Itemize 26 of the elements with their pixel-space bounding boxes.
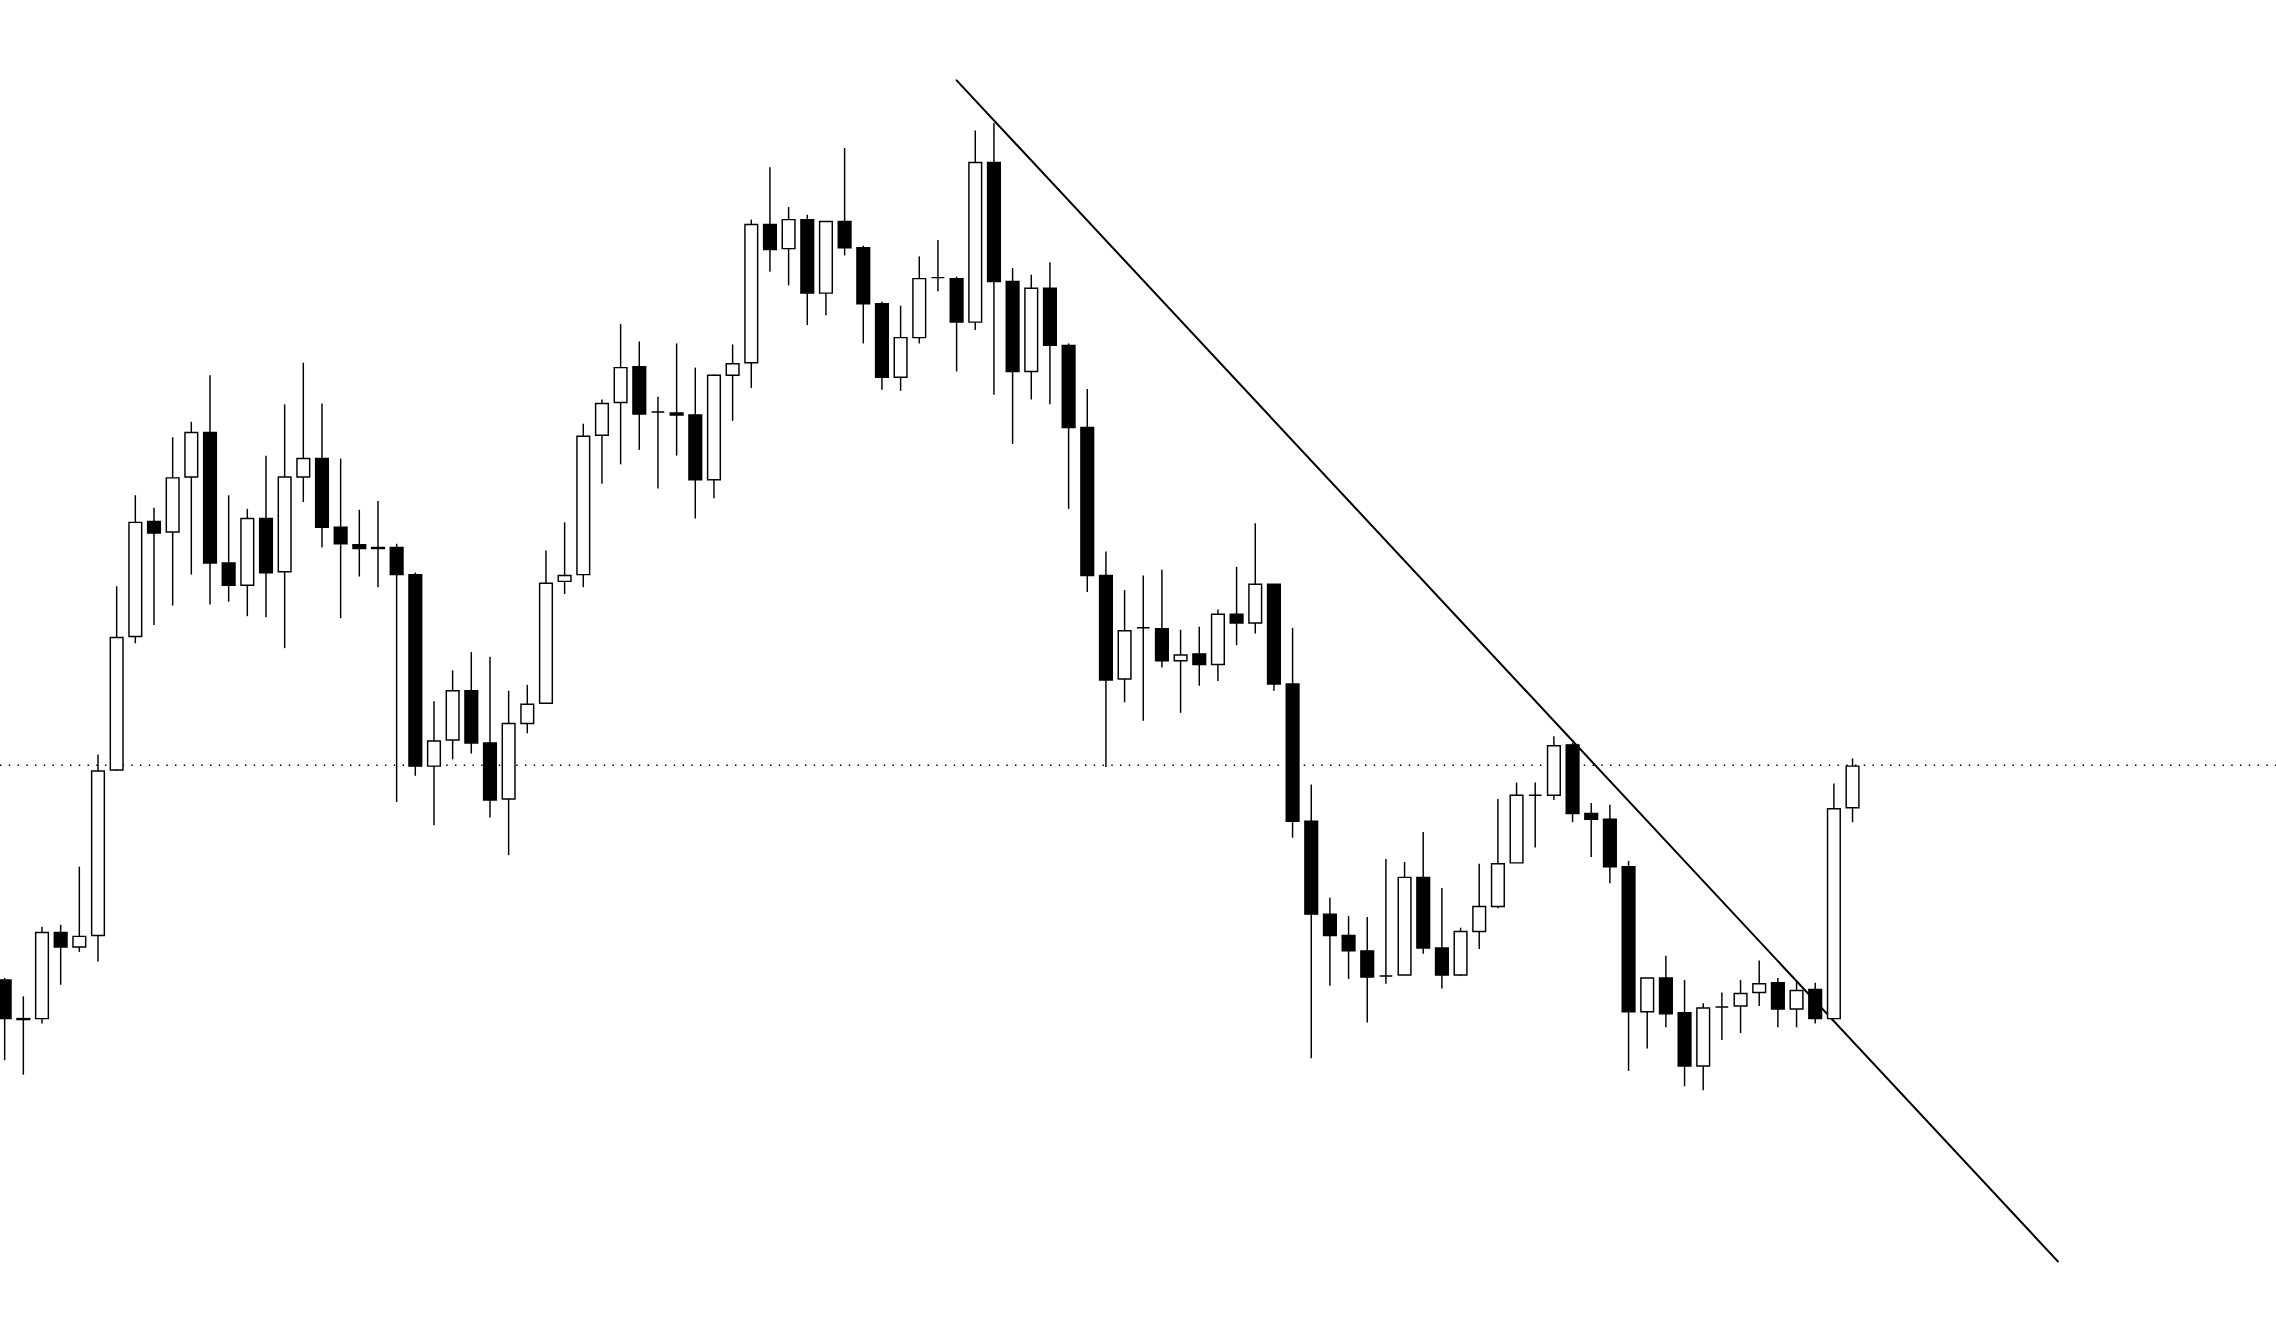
candlestick (1752, 959, 1767, 1007)
candlestick (1378, 858, 1393, 985)
candlestick (1341, 915, 1356, 980)
candlestick (1789, 981, 1804, 1029)
candlestick (1733, 979, 1748, 1034)
candlestick (1173, 629, 1188, 714)
candlestick (72, 866, 87, 953)
candlestick (333, 457, 348, 619)
candlestick (146, 507, 162, 626)
candlestick (930, 239, 946, 292)
candlestick (1229, 566, 1244, 646)
candlestick (725, 343, 740, 422)
candlestick (296, 362, 311, 503)
candlestick (1322, 896, 1337, 987)
candlestick (1136, 574, 1151, 722)
candlestick (650, 395, 666, 490)
candlestick (1528, 781, 1543, 849)
candlestick (1584, 802, 1599, 858)
candlestick (221, 494, 236, 603)
candlestick (352, 509, 367, 578)
candlestick (669, 342, 684, 457)
candlestick (1192, 626, 1207, 687)
candlestick (53, 924, 68, 986)
candlestick (557, 521, 572, 595)
candlestick (520, 684, 535, 734)
candlestick (1714, 991, 1729, 1041)
